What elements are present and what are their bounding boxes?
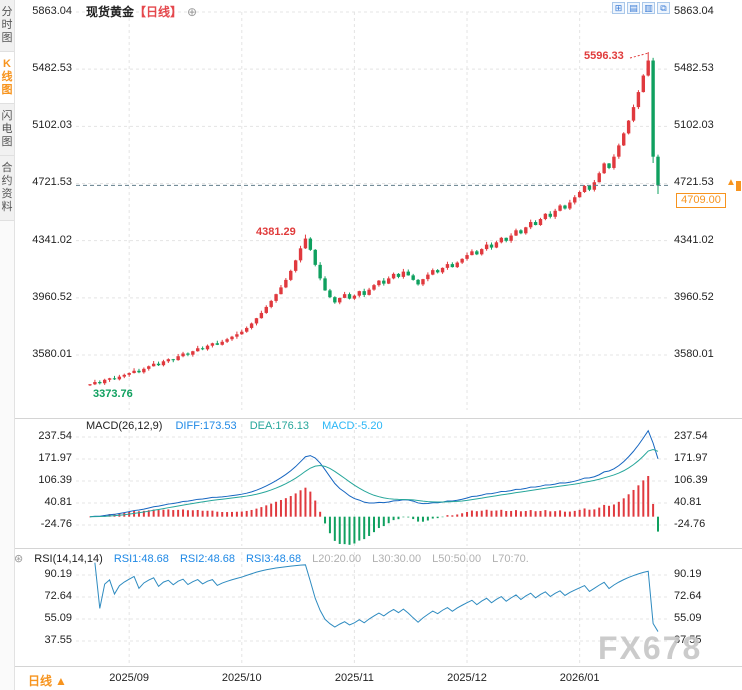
rsi-l50-value: L50:50.00 xyxy=(432,553,482,565)
gridlines xyxy=(76,11,668,664)
macd-legend: MACD(26,12,9) DIFF:173.53 DEA:176.13 MAC… xyxy=(86,420,393,432)
tab-kline-chart[interactable]: K线图 xyxy=(0,52,14,104)
period-tag: 【日线】 xyxy=(134,5,183,19)
rsi-l70-value: L70:70. xyxy=(492,553,529,565)
low-price-label: 3373.76 xyxy=(93,388,133,400)
macd-diff-value: DIFF:173.53 xyxy=(175,420,237,432)
indicator-panels-icon[interactable]: ▤ xyxy=(627,2,640,14)
last-price-badge: 4709.00 xyxy=(676,193,726,208)
rsi-legend: ⊛ RSI(14,14,14) RSI1:48.68 RSI2:48.68 RS… xyxy=(14,552,537,565)
current-price-edge-marker xyxy=(736,181,741,191)
macd-dea-value: DEA:176.13 xyxy=(249,420,310,432)
add-overlay-icon[interactable]: ⊕ xyxy=(187,5,198,19)
tab-time-chart[interactable]: 分时图 xyxy=(0,0,14,52)
candlestick-series xyxy=(88,52,660,386)
symbol-title: 现货黄金 xyxy=(86,5,135,19)
chart-header: 现货黄金【日线】 ⊕ xyxy=(86,3,197,20)
sidebar-tabs: 分时图 K线图 闪电图 合约资料 xyxy=(0,0,15,690)
fx678-watermark: FX678 xyxy=(598,630,703,666)
tab-flash-chart[interactable]: 闪电图 xyxy=(0,104,14,156)
rsi-l20-value: L20:20.00 xyxy=(312,553,362,565)
tab-contract-info[interactable]: 合约资料 xyxy=(0,156,14,221)
chart-toolbar: ⊞ ▤ ▥ ⧉ xyxy=(612,2,670,14)
rsi-title: RSI(14,14,14) xyxy=(34,553,103,565)
indicator-settings-icon[interactable]: ⊛ xyxy=(14,553,24,565)
period-selector[interactable]: 日线 ▲ xyxy=(28,672,70,689)
fullscreen-icon[interactable]: ⧉ xyxy=(657,2,670,14)
grid-layout-icon[interactable]: ⊞ xyxy=(612,2,625,14)
macd-panel xyxy=(89,429,659,545)
macd-title: MACD(26,12,9) xyxy=(86,420,163,432)
chart-style-icon[interactable]: ▥ xyxy=(642,2,655,14)
rsi-panel xyxy=(94,562,659,632)
rsi2-value: RSI2:48.68 xyxy=(179,553,235,565)
period-selector-label: 日线 xyxy=(28,674,53,688)
rsi-l30-value: L30:30.00 xyxy=(372,553,422,565)
local-peak-price-label: 4381.29 xyxy=(256,226,296,238)
macd-hist-value: MACD:-5.20 xyxy=(322,420,383,432)
chevron-up-icon: ▲ xyxy=(55,674,67,688)
rsi3-value: RSI3:48.68 xyxy=(246,553,302,565)
rsi1-value: RSI1:48.68 xyxy=(113,553,169,565)
price-up-arrow-icon: ▲ xyxy=(726,177,736,188)
peak-price-label: 5596.33 xyxy=(584,50,624,62)
